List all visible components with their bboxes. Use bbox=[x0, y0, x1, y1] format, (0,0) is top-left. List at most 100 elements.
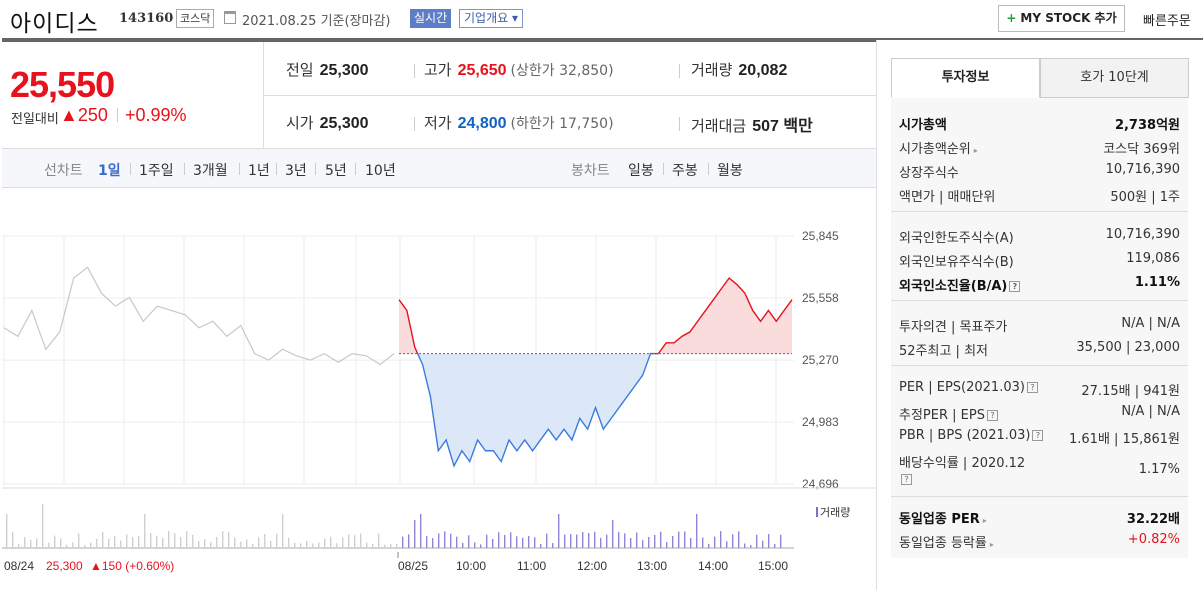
volume-bar bbox=[756, 534, 758, 548]
x-tick-label: 13:00 bbox=[637, 559, 667, 573]
info-value: 1.17% bbox=[1138, 462, 1180, 477]
volume-bar bbox=[498, 532, 500, 548]
info-row: 외국인보유주식수(B) 119,086 bbox=[891, 249, 1188, 271]
info-value: 119,086 bbox=[1126, 251, 1180, 266]
volume-bar bbox=[168, 531, 170, 548]
tab-orderbook[interactable]: 호가 10단계 bbox=[1040, 58, 1189, 98]
info-key-text: 외국인소진율(B/A) bbox=[899, 279, 1008, 294]
stat-value: 25,650 bbox=[457, 62, 507, 79]
volume-bar bbox=[726, 541, 728, 548]
change-label: 전일대비 bbox=[11, 112, 59, 127]
volume-bar bbox=[468, 535, 470, 548]
volume-bar bbox=[66, 544, 68, 548]
stat-label: 거래량 bbox=[691, 61, 733, 79]
info-key: 투자의견 | 목표주가 bbox=[899, 320, 1008, 335]
info-row[interactable]: 동일업종 PER ▸ 32.22배 bbox=[891, 506, 1188, 528]
info-value: 10,716,390 bbox=[1105, 162, 1180, 177]
info-key: 52주최고 | 최저 bbox=[899, 344, 988, 359]
divider bbox=[130, 163, 131, 175]
volume-bar bbox=[258, 537, 260, 548]
info-key: PBR | BPS (2021.03)? bbox=[899, 428, 1044, 443]
today-down-area bbox=[399, 353, 792, 466]
divider bbox=[276, 163, 277, 175]
volume-bar bbox=[414, 520, 416, 548]
info-value: 2,738억원 bbox=[1114, 118, 1180, 133]
info-row: 외국인한도주식수(A) 10,716,390 bbox=[891, 225, 1188, 247]
volume-bar bbox=[684, 531, 686, 548]
divider bbox=[117, 108, 118, 122]
info-value: 10,716,390 bbox=[1105, 227, 1180, 242]
volume-bar bbox=[288, 537, 290, 548]
info-key-text: 동일업종 등락률 bbox=[899, 536, 987, 551]
volume-bar bbox=[126, 534, 128, 548]
quick-order-link[interactable]: 빠른주문 bbox=[1143, 14, 1191, 29]
footer-prev-change: ▲150 (+0.60%) bbox=[90, 559, 174, 573]
help-icon[interactable]: ? bbox=[901, 474, 912, 485]
volume-bar bbox=[240, 541, 242, 548]
divider bbox=[315, 163, 316, 175]
volume-bar bbox=[336, 543, 338, 548]
period-1d[interactable]: 1일 bbox=[98, 163, 121, 179]
divider bbox=[876, 38, 1203, 40]
divider bbox=[2, 38, 876, 42]
volume-bar bbox=[720, 531, 722, 548]
add-mystock-button[interactable]: + MY STOCK 추가 bbox=[998, 5, 1125, 32]
right-panel: 투자정보 호가 10단계 시가총액 2,738억원 시가총액순위 ▸ 코스닥 369위… bbox=[876, 40, 1203, 590]
info-key: 동일업종 등락률 ▸ bbox=[899, 532, 994, 551]
info-key: 액면가 | 매매단위 bbox=[899, 190, 996, 205]
volume-bar bbox=[534, 537, 536, 548]
volume-bar bbox=[594, 531, 596, 548]
period-5y[interactable]: 5년 bbox=[325, 163, 347, 179]
period-weekly[interactable]: 주봉 bbox=[672, 163, 698, 179]
info-key-text: PER | EPS(2021.03) bbox=[899, 380, 1025, 395]
period-10y[interactable]: 10년 bbox=[365, 163, 396, 179]
realtime-button[interactable]: 실시간 bbox=[410, 9, 452, 28]
volume-bar bbox=[318, 542, 320, 548]
volume-bar bbox=[744, 543, 746, 548]
volume-bar bbox=[300, 543, 302, 548]
period-3y[interactable]: 3년 bbox=[285, 163, 307, 179]
tab-invest-info[interactable]: 투자정보 bbox=[891, 58, 1040, 98]
chevron-right-icon: ▸ bbox=[973, 146, 978, 155]
help-icon[interactable]: ? bbox=[1032, 430, 1044, 441]
volume-bar bbox=[522, 537, 524, 548]
stat-volume: 거래량 20,082 bbox=[691, 59, 787, 80]
period-1y[interactable]: 1년 bbox=[248, 163, 270, 179]
info-row[interactable]: 시가총액순위 ▸ 코스닥 369위 bbox=[891, 136, 1188, 158]
volume-bar bbox=[762, 540, 764, 548]
period-monthly[interactable]: 월봉 bbox=[717, 163, 743, 179]
help-icon[interactable]: ? bbox=[1026, 382, 1038, 393]
volume-bar bbox=[492, 538, 494, 548]
stock-name: 아이디스 bbox=[10, 11, 99, 37]
info-key: 외국인보유주식수(B) bbox=[899, 255, 1014, 270]
help-icon[interactable]: ? bbox=[1009, 281, 1021, 292]
info-key: 추정PER | EPS? bbox=[899, 404, 998, 423]
volume-bar bbox=[30, 539, 32, 548]
volume-bar bbox=[48, 542, 50, 548]
volume-bar bbox=[150, 532, 152, 548]
period-1w[interactable]: 1주일 bbox=[139, 163, 174, 179]
volume-bar bbox=[360, 533, 362, 548]
volume-bar bbox=[750, 544, 752, 548]
dividend-help: ? bbox=[899, 472, 912, 487]
volume-bar bbox=[420, 514, 422, 548]
info-key: PER | EPS(2021.03)? bbox=[899, 380, 1038, 395]
company-overview-dropdown[interactable]: 기업개요 ▾ bbox=[459, 9, 523, 28]
divider bbox=[264, 95, 876, 96]
volume-bar bbox=[666, 542, 668, 548]
info-key: 외국인한도주식수(A) bbox=[899, 231, 1014, 246]
volume-bar bbox=[708, 543, 710, 548]
volume-bar bbox=[612, 520, 614, 548]
volume-bar bbox=[72, 542, 74, 548]
x-tick-label: 14:00 bbox=[698, 559, 728, 573]
period-daily[interactable]: 일봉 bbox=[628, 163, 654, 179]
price-chart: 25,845 25,558 25,270 24,983 24,696 거래량 08/24 08… bbox=[2, 190, 876, 590]
volume-bar bbox=[42, 504, 44, 548]
volume-bar bbox=[396, 543, 398, 548]
volume-bar bbox=[474, 542, 476, 548]
help-icon[interactable]: ? bbox=[986, 410, 998, 421]
period-3m[interactable]: 3개월 bbox=[193, 163, 228, 179]
footer-prev-price: 25,300 bbox=[46, 559, 83, 573]
divider bbox=[355, 163, 356, 175]
info-row[interactable]: 동일업종 등락률 ▸ +0.82% bbox=[891, 530, 1188, 552]
